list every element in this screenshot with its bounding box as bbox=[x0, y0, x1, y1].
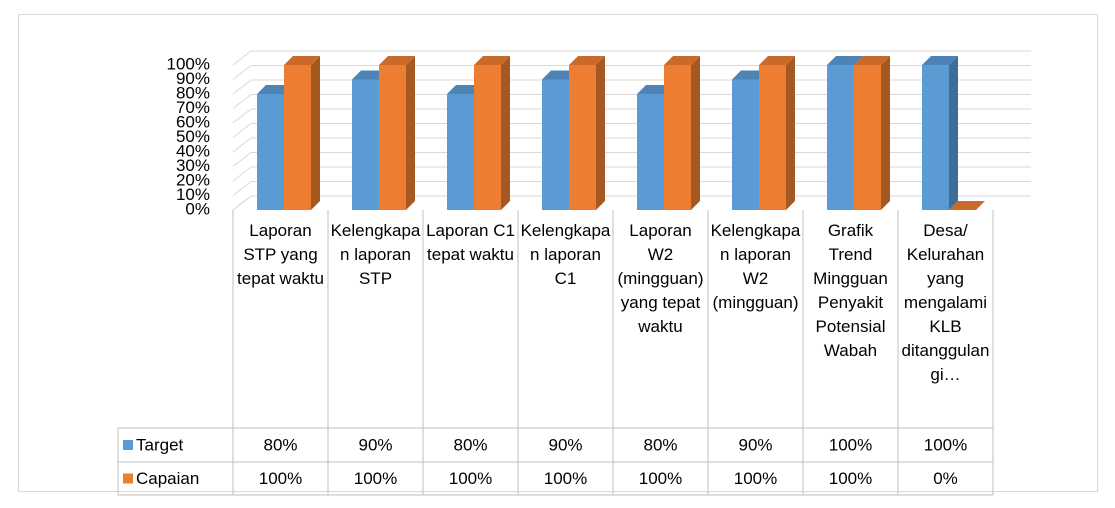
table-value: 100% bbox=[449, 469, 492, 488]
bar-front bbox=[284, 65, 311, 210]
bar-side bbox=[596, 56, 605, 210]
bar-top bbox=[759, 56, 795, 65]
bar-front bbox=[732, 79, 759, 210]
y-tick-label: 90% bbox=[176, 69, 210, 88]
category-label: Laporan C1 tepat waktu bbox=[426, 221, 515, 264]
table-value: 100% bbox=[829, 435, 872, 454]
table-value: 0% bbox=[933, 469, 958, 488]
y-tick-label: 70% bbox=[176, 98, 210, 117]
bar-front bbox=[854, 65, 881, 210]
y-tick-label: 0% bbox=[185, 199, 210, 218]
bar-top bbox=[569, 56, 605, 65]
y-tick-label: 60% bbox=[176, 112, 210, 131]
bar-side bbox=[949, 56, 958, 210]
legend-swatch bbox=[123, 473, 133, 484]
table-value: 100% bbox=[734, 469, 777, 488]
table-value: 100% bbox=[924, 435, 967, 454]
bar-front bbox=[474, 65, 501, 210]
bar-front bbox=[257, 94, 284, 210]
table-value: 90% bbox=[738, 435, 772, 454]
bar-side bbox=[311, 56, 320, 210]
category-label: Laporan W2 (mingguan) yang tepat waktu bbox=[617, 221, 704, 336]
bar-side bbox=[691, 56, 700, 210]
category-label: Kelengkapan laporan C1 bbox=[520, 221, 611, 288]
bar-front bbox=[664, 65, 691, 210]
legend-swatch bbox=[123, 440, 133, 450]
bar-side bbox=[501, 56, 510, 210]
legend-label: Target bbox=[136, 435, 184, 454]
y-tick-label: 30% bbox=[176, 156, 210, 175]
bar-front bbox=[759, 65, 786, 210]
bar bbox=[949, 201, 985, 210]
bar bbox=[569, 56, 605, 210]
bar-top bbox=[854, 56, 890, 65]
bar-front bbox=[352, 79, 379, 210]
legend-label: Capaian bbox=[136, 469, 199, 488]
bar-top bbox=[827, 56, 863, 65]
table-value: 100% bbox=[639, 469, 682, 488]
table-value: 100% bbox=[354, 469, 397, 488]
table-value: 80% bbox=[453, 435, 487, 454]
bar bbox=[922, 56, 958, 210]
y-tick-label: 10% bbox=[176, 185, 210, 204]
bar-top bbox=[922, 56, 958, 65]
bar-front bbox=[637, 94, 664, 210]
bar-top bbox=[664, 56, 700, 65]
bar-side bbox=[881, 56, 890, 210]
bar-top bbox=[284, 56, 320, 65]
bar bbox=[474, 56, 510, 210]
bar-top bbox=[474, 56, 510, 65]
table-value: 90% bbox=[358, 435, 392, 454]
bar-front bbox=[922, 65, 949, 210]
bar bbox=[759, 56, 795, 210]
bar-top bbox=[379, 56, 415, 65]
bar-top bbox=[949, 201, 985, 210]
bar-side bbox=[786, 56, 795, 210]
bar bbox=[854, 56, 890, 210]
bar-side bbox=[406, 56, 415, 210]
y-tick-label: 40% bbox=[176, 141, 210, 160]
y-tick-label: 80% bbox=[176, 83, 210, 102]
bar bbox=[284, 56, 320, 210]
table-value: 80% bbox=[263, 435, 297, 454]
bar-front bbox=[542, 79, 569, 210]
bar-front bbox=[569, 65, 596, 210]
y-tick-label: 20% bbox=[176, 170, 210, 189]
table-value: 100% bbox=[829, 469, 872, 488]
y-tick-label: 100% bbox=[167, 54, 210, 73]
category-label: Kelengkapan laporan W2 (mingguan) bbox=[710, 221, 801, 312]
chart-frame bbox=[18, 14, 1098, 492]
grid-line bbox=[232, 65, 1031, 80]
table-value: 90% bbox=[548, 435, 582, 454]
bar bbox=[379, 56, 415, 210]
grid-line bbox=[232, 50, 1031, 66]
table-value: 100% bbox=[259, 469, 302, 488]
bar-front bbox=[447, 94, 474, 210]
table-value: 100% bbox=[544, 469, 587, 488]
category-label: Laporan STP yang tepat waktu bbox=[237, 221, 324, 288]
bar bbox=[664, 56, 700, 210]
bar-front bbox=[827, 65, 854, 210]
y-tick-label: 50% bbox=[176, 127, 210, 146]
category-label: Grafik Trend Mingguan Penyakit Potensial… bbox=[813, 221, 888, 360]
floor-edge bbox=[232, 195, 252, 211]
table-value: 80% bbox=[643, 435, 677, 454]
category-label: Kelengkapan laporan STP bbox=[330, 221, 421, 288]
category-label: Desa/ Kelurahan yang mengalami KLB ditan… bbox=[901, 221, 990, 384]
bar-front bbox=[379, 65, 406, 210]
